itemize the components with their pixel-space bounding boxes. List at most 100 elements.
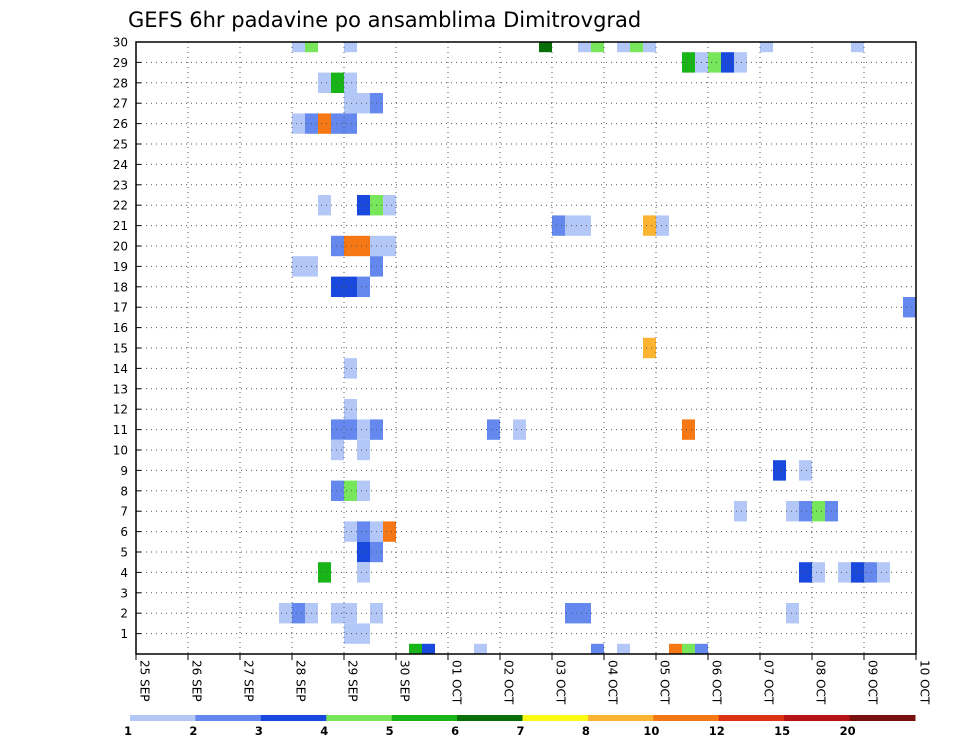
y-tick-label: 18 — [113, 280, 128, 294]
heatmap-cell — [695, 643, 708, 654]
x-tick-label: 09 OCT — [866, 660, 880, 705]
heatmap-cell — [851, 562, 864, 583]
y-tick-label: 3 — [120, 586, 128, 600]
y-tick-label: 11 — [113, 423, 128, 437]
y-tick-label: 9 — [120, 464, 128, 478]
heatmap-cell — [799, 562, 812, 583]
heatmap-cell — [786, 501, 799, 522]
heatmap-cell — [344, 603, 357, 624]
heatmap-cell — [344, 276, 357, 297]
heatmap-cell — [760, 42, 773, 53]
heatmap-cell — [357, 439, 370, 461]
y-tick-label: 8 — [120, 484, 128, 498]
heatmap-cell — [357, 623, 370, 644]
heatmap-cell — [617, 643, 630, 654]
y-tick-label: 23 — [113, 178, 128, 192]
x-tick-label: 03 OCT — [554, 660, 568, 705]
heatmap-cell — [305, 42, 318, 53]
heatmap-cell — [279, 603, 292, 624]
colorbar-swatch — [784, 715, 851, 721]
x-tick-label: 04 OCT — [606, 660, 620, 705]
y-tick-label: 27 — [113, 97, 128, 111]
chart-title: GEFS 6hr padavine po ansamblima Dimitrov… — [128, 8, 641, 32]
heatmap-cell — [643, 215, 656, 236]
heatmap-cell — [383, 521, 396, 542]
colorbar-swatch — [130, 715, 196, 721]
heatmap-cell — [812, 562, 825, 583]
heatmap-cell — [682, 52, 695, 73]
heatmap-cell — [344, 623, 357, 644]
heatmap-cell — [773, 460, 786, 481]
heatmap-cell — [552, 215, 565, 236]
heatmap-cell — [357, 480, 370, 501]
y-tick-label: 2 — [120, 607, 128, 621]
x-tick-label: 07 OCT — [762, 660, 776, 705]
x-tick-label: 01 OCT — [450, 660, 464, 705]
x-tick-label: 26 SEP — [190, 660, 204, 702]
heatmap-cell — [357, 93, 370, 114]
x-tick-label: 28 SEP — [294, 660, 308, 702]
heatmap-cell — [344, 358, 357, 379]
heatmap-cell — [864, 562, 877, 583]
heatmap-cell — [344, 93, 357, 114]
y-tick-label: 17 — [113, 301, 128, 315]
colorbar-label: 5 — [386, 724, 394, 738]
y-tick-label: 28 — [113, 76, 128, 90]
grid-lines — [136, 42, 916, 654]
colorbar-label: 2 — [189, 724, 197, 738]
y-tick-label: 24 — [113, 158, 128, 172]
heatmap-cell — [344, 399, 357, 420]
heatmap-cell — [331, 603, 344, 624]
y-tick-label: 1 — [120, 627, 128, 641]
heatmap-cell — [331, 439, 344, 461]
x-tick-label: 25 SEP — [138, 660, 152, 702]
heatmap-cell — [344, 113, 357, 134]
heatmap-cell — [357, 541, 370, 563]
heatmap-cell — [708, 52, 721, 73]
heatmap-cell — [357, 276, 370, 297]
heatmap-cell — [292, 256, 305, 277]
heatmap-cell — [383, 195, 396, 216]
colorbar-swatch — [457, 715, 523, 721]
heatmap-cell — [539, 42, 552, 53]
colorbar-label: 7 — [516, 724, 524, 738]
heatmap-cell — [643, 42, 656, 53]
colorbar-label: 10 — [643, 724, 659, 738]
heatmap-cell — [682, 643, 695, 654]
heatmap-cell — [656, 215, 669, 236]
heatmap-cell — [344, 72, 357, 93]
colorbar-label: 15 — [774, 724, 790, 738]
heatmap-cell — [669, 643, 682, 654]
heatmap-cell — [318, 113, 331, 134]
heatmap-cell — [292, 113, 305, 134]
colorbar-label: 1 — [124, 724, 132, 738]
x-tick-label: 05 OCT — [658, 660, 672, 705]
heatmap-cell — [734, 501, 747, 522]
colorbar-label: 8 — [582, 724, 590, 738]
heatmap-cell — [513, 419, 526, 440]
colorbar-swatch — [653, 715, 720, 721]
heatmap-cell — [383, 235, 396, 257]
heatmap-cells — [279, 42, 916, 654]
x-tick-label: 29 SEP — [346, 660, 360, 702]
heatmap-cell — [734, 52, 747, 73]
heatmap-cell — [799, 501, 812, 522]
colorbar-swatch — [587, 715, 654, 721]
colorbar-swatch — [849, 715, 916, 721]
y-tick-label: 6 — [120, 525, 128, 539]
heatmap-cell — [331, 72, 344, 93]
y-tick-label: 20 — [113, 240, 128, 254]
x-axis: 25 SEP 26 SEP 27 SEP 28 SEP 29 SEP 30 SEP 01 O… — [135, 654, 932, 705]
heatmap-cell — [331, 480, 344, 501]
y-tick-label: 5 — [120, 546, 128, 560]
heatmap-cell — [357, 419, 370, 440]
y-tick-label: 13 — [113, 382, 128, 396]
heatmap-cell — [851, 42, 864, 53]
heatmap-cell — [877, 562, 890, 583]
heatmap-cell — [617, 42, 630, 53]
heatmap-cell — [786, 603, 799, 624]
heatmap-cell — [721, 52, 734, 73]
heatmap-cell — [422, 643, 435, 654]
heatmap-cell — [487, 419, 500, 440]
